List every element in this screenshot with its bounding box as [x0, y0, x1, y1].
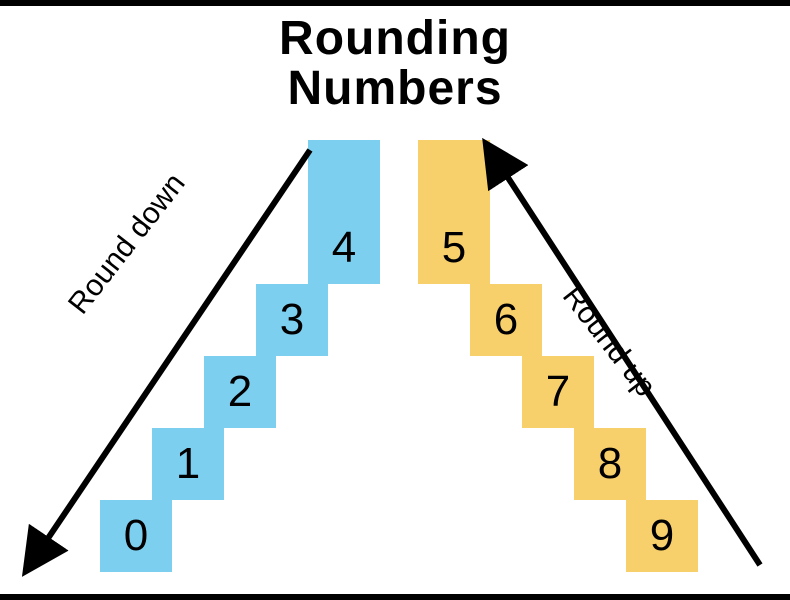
right-stair-tile-9: 9: [626, 500, 698, 572]
left-stair-tile-2: 2: [204, 356, 276, 428]
round-down-label: Round down: [62, 167, 193, 321]
left-stair-tile-3: 3: [256, 284, 328, 356]
left-stair-filler: [308, 140, 380, 212]
frame-top-bar: [0, 0, 790, 6]
page-title: Rounding Numbers: [0, 14, 790, 115]
left-stair-tile-1: 1: [152, 428, 224, 500]
right-stair-filler: [418, 140, 490, 212]
right-stair-tile-7: 7: [522, 356, 594, 428]
right-stair-tile-5: 5: [418, 212, 490, 284]
left-stair-tile-0: 0: [100, 500, 172, 572]
left-stair-tile-4: 4: [308, 212, 380, 284]
frame-bottom-bar: [0, 594, 790, 600]
title-line-1: Rounding: [279, 12, 511, 65]
right-stair-tile-8: 8: [574, 428, 646, 500]
title-line-2: Numbers: [287, 62, 502, 115]
right-stair-tile-6: 6: [470, 284, 542, 356]
